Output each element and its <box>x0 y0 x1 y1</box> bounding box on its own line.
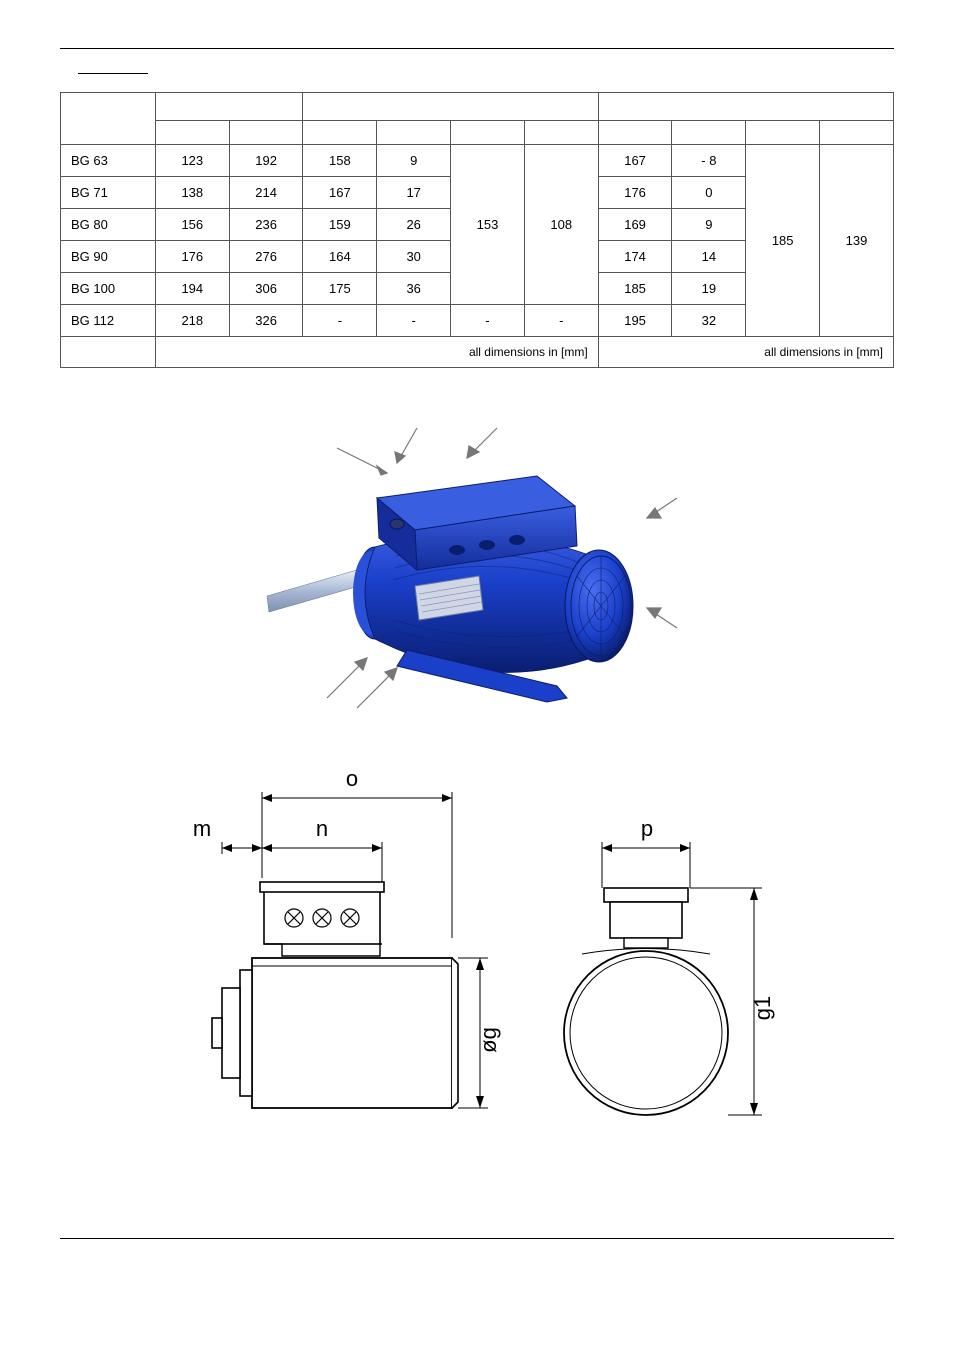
motor-svg <box>247 398 707 738</box>
table-row: BG 63 123 192 158 9 153 108 167 - 8 185 … <box>61 145 894 177</box>
technical-drawings: o m n <box>60 758 894 1178</box>
dim-label-m: m <box>193 816 211 841</box>
dim-label-dg: øg <box>476 1027 501 1053</box>
side-motor-body <box>252 958 452 1108</box>
dim-label-g1: g1 <box>750 996 775 1020</box>
table-col-header-row <box>61 121 894 145</box>
dimensions-table: BG 63 123 192 158 9 153 108 167 - 8 185 … <box>60 92 894 368</box>
motor-photo-illustration <box>247 398 707 738</box>
front-view-drawing: p g1 <box>562 758 792 1178</box>
table-group-header-row <box>61 93 894 121</box>
dim-label-o: o <box>346 766 358 791</box>
front-motor-circle <box>564 951 728 1115</box>
bottom-rule <box>60 1238 894 1239</box>
row-label: BG 63 <box>61 145 156 177</box>
table-footer-row: all dimensions in [mm] all dimensions in… <box>61 337 894 368</box>
dim-label-p: p <box>641 816 653 841</box>
top-rule <box>60 48 894 49</box>
shaft <box>267 570 363 612</box>
subtitle-underline <box>78 73 148 74</box>
side-view-drawing: o m n <box>162 758 522 1178</box>
dim-label-n: n <box>316 816 328 841</box>
